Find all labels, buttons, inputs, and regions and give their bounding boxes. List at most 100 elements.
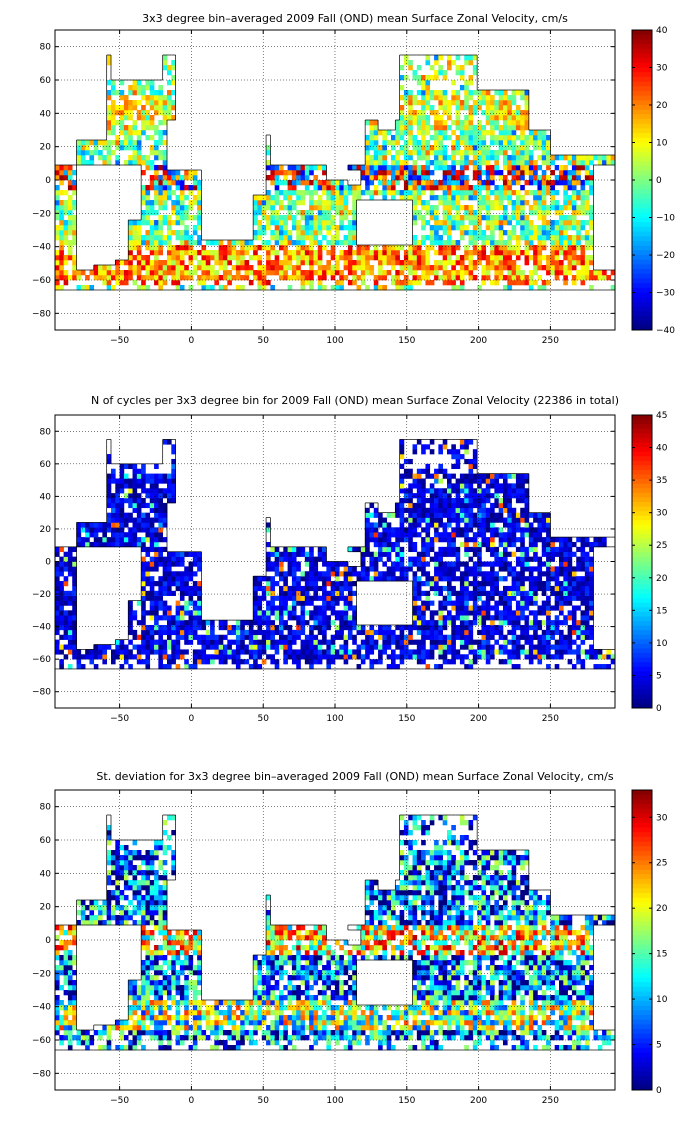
data-cell bbox=[438, 120, 443, 126]
data-cell bbox=[382, 546, 387, 553]
data-cell bbox=[438, 250, 443, 256]
data-cell bbox=[85, 654, 90, 660]
data-cell bbox=[541, 155, 547, 161]
data-cell bbox=[503, 160, 508, 166]
data-cell bbox=[373, 250, 379, 256]
data-cell bbox=[296, 585, 301, 592]
data-cell bbox=[343, 620, 349, 626]
data-cell bbox=[403, 639, 409, 645]
data-cell bbox=[227, 245, 232, 251]
data-cell bbox=[128, 517, 133, 523]
data-cell bbox=[257, 595, 263, 601]
data-cell bbox=[85, 537, 90, 543]
data-cell bbox=[520, 185, 525, 191]
data-cell bbox=[403, 507, 409, 513]
data-cell bbox=[175, 576, 181, 582]
data-cell bbox=[291, 639, 297, 645]
data-cell bbox=[503, 115, 508, 121]
data-cell bbox=[425, 561, 431, 567]
data-cell bbox=[184, 664, 189, 670]
data-cell bbox=[481, 90, 487, 96]
data-cell bbox=[382, 140, 387, 146]
data-cell bbox=[335, 225, 340, 231]
data-cell bbox=[300, 280, 306, 286]
data-cell bbox=[291, 610, 297, 616]
data-cell bbox=[429, 473, 435, 479]
data-cell bbox=[154, 488, 159, 494]
data-cell bbox=[382, 576, 387, 582]
data-cell bbox=[429, 600, 435, 606]
data-cell bbox=[429, 225, 435, 231]
data-cell bbox=[149, 546, 155, 553]
data-cell bbox=[421, 639, 426, 645]
data-cell bbox=[175, 620, 181, 626]
data-cell bbox=[386, 130, 392, 136]
data-cell bbox=[67, 634, 73, 640]
data-cell bbox=[343, 581, 349, 587]
data-cell bbox=[451, 130, 456, 136]
data-cell bbox=[197, 659, 202, 665]
data-cell bbox=[498, 190, 504, 196]
data-cell bbox=[167, 664, 172, 670]
data-cell bbox=[490, 265, 495, 271]
data-cell bbox=[408, 260, 413, 266]
data-cell bbox=[59, 644, 64, 650]
data-cell bbox=[455, 55, 461, 61]
data-cell bbox=[309, 165, 314, 171]
data-cell bbox=[188, 245, 194, 251]
data-cell bbox=[154, 170, 159, 176]
data-cell bbox=[386, 190, 392, 196]
data-cell bbox=[369, 270, 375, 276]
data-cell bbox=[67, 250, 73, 256]
data-cell bbox=[546, 150, 551, 156]
data-cell bbox=[257, 629, 263, 636]
data-cell bbox=[563, 195, 568, 201]
data-cell bbox=[343, 235, 349, 241]
data-cell bbox=[136, 620, 142, 626]
data-cell bbox=[253, 245, 258, 251]
data-cell bbox=[235, 250, 241, 256]
data-cell bbox=[477, 130, 482, 136]
data-cell bbox=[528, 180, 534, 186]
data-cell bbox=[352, 280, 357, 286]
data-cell bbox=[205, 260, 211, 266]
data-cell bbox=[167, 215, 172, 221]
data-cell bbox=[373, 170, 379, 176]
data-cell bbox=[434, 125, 439, 131]
data-cell bbox=[291, 581, 297, 587]
data-cell bbox=[481, 270, 487, 276]
data-cell bbox=[128, 270, 133, 276]
data-cell bbox=[158, 230, 163, 236]
data-cell bbox=[477, 90, 482, 96]
data-cell bbox=[563, 255, 568, 261]
data-cell bbox=[291, 605, 297, 611]
data-cell bbox=[399, 190, 405, 196]
data-cell bbox=[287, 605, 293, 611]
data-cell bbox=[123, 145, 129, 151]
data-cell bbox=[218, 245, 224, 251]
data-cell bbox=[136, 150, 142, 156]
data-cell bbox=[67, 210, 73, 216]
data-cell bbox=[55, 225, 60, 231]
data-cell bbox=[171, 654, 176, 660]
data-cell bbox=[93, 649, 99, 655]
data-cell bbox=[270, 165, 275, 171]
data-cell bbox=[571, 195, 577, 201]
data-cell bbox=[149, 517, 155, 523]
data-cell bbox=[403, 537, 409, 543]
data-cell bbox=[162, 120, 168, 126]
data-cell bbox=[184, 600, 189, 606]
data-cell bbox=[283, 180, 288, 186]
data-cell bbox=[481, 240, 487, 246]
data-cell bbox=[55, 250, 60, 256]
data-cell bbox=[283, 240, 288, 246]
data-cell bbox=[520, 165, 525, 171]
data-cell bbox=[184, 215, 189, 221]
data-cell bbox=[524, 200, 530, 206]
data-cell bbox=[369, 664, 375, 670]
data-cell bbox=[128, 275, 133, 281]
data-cell bbox=[257, 220, 263, 226]
data-cell bbox=[227, 240, 232, 246]
data-cell bbox=[335, 654, 340, 660]
data-cell bbox=[304, 551, 310, 557]
